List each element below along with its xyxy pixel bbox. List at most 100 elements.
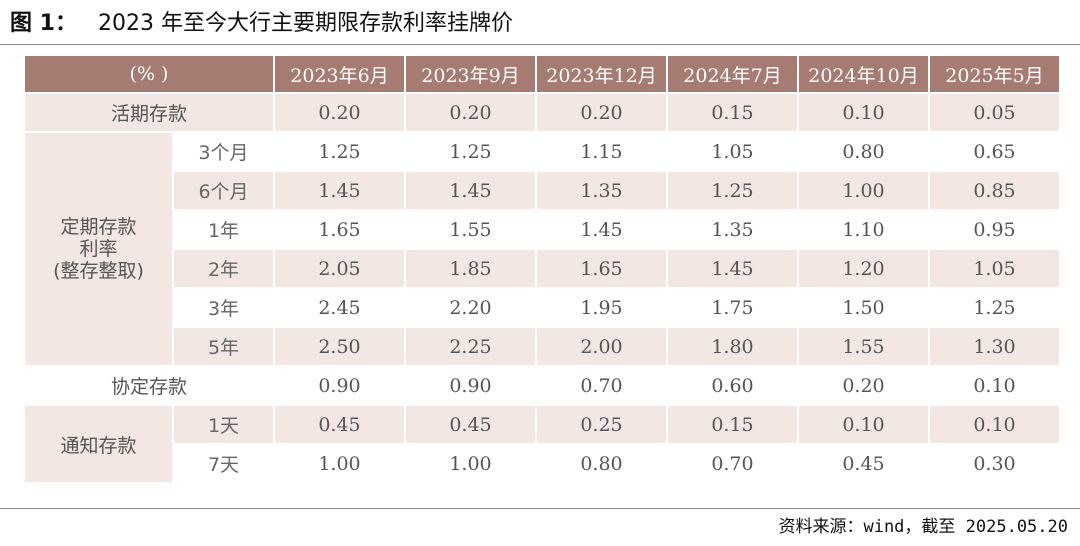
table-row-time-3m: 定期存款 利率 (整存整取) 3个月 1.25 1.25 1.15 1.05 0… <box>25 133 1059 365</box>
figure-number: 图 1： <box>10 11 77 36</box>
rate-cell: 1.85 <box>406 250 535 287</box>
rate-cell: 1.00 <box>799 172 928 209</box>
rate-cell: 1.25 <box>668 172 797 209</box>
unit-header: (% ) <box>25 56 273 92</box>
table-row-demand: 活期存款 0.20 0.20 0.20 0.15 0.10 0.05 <box>25 94 1059 131</box>
top-rule <box>0 44 1080 45</box>
source-note: 资料来源：wind，截至 2025.05.20 <box>778 517 1068 537</box>
rate-cell: 0.20 <box>842 374 885 397</box>
rate-cell: 1.45 <box>580 218 623 241</box>
table-row-time-6m: 6个月 1.45 1.45 1.35 1.25 1.00 0.85 <box>25 172 1059 209</box>
rate-cell: 0.15 <box>668 406 797 443</box>
bottom-rule <box>0 508 1080 509</box>
group-label-line: 利率 <box>79 238 118 260</box>
rate-cell: 1.30 <box>930 328 1059 365</box>
rate-cell: 0.25 <box>537 406 666 443</box>
rate-cell: 0.65 <box>973 140 1016 163</box>
rate-cell: 0.15 <box>668 94 797 131</box>
rate-cell: 0.45 <box>842 452 885 475</box>
term-label: 7天 <box>207 454 240 476</box>
rate-cell: 1.65 <box>318 218 361 241</box>
column-header: 2023年9月 <box>406 56 535 92</box>
rate-cell: 1.50 <box>842 296 885 319</box>
term-label: 1年 <box>207 220 240 242</box>
rate-cell: 1.25 <box>973 296 1016 319</box>
table-row-notice-7d: 7天 1.00 1.00 0.80 0.70 0.45 0.30 <box>25 445 1059 482</box>
rate-cell: 0.30 <box>973 452 1016 475</box>
column-header: 2023年12月 <box>537 56 666 92</box>
rate-cell: 1.10 <box>842 218 885 241</box>
rate-cell: 2.05 <box>275 250 404 287</box>
rate-cell: 2.45 <box>318 296 361 319</box>
rate-cell: 0.10 <box>930 406 1059 443</box>
term-label: 6个月 <box>174 172 273 209</box>
rate-cell: 1.00 <box>318 452 361 475</box>
rate-cell: 1.45 <box>275 172 404 209</box>
rate-cell: 0.20 <box>275 94 404 131</box>
group-label-line: 定期存款 <box>60 216 137 238</box>
rate-cell: 1.75 <box>711 296 754 319</box>
rate-cell: 1.25 <box>449 140 492 163</box>
rate-cell: 1.25 <box>318 140 361 163</box>
rate-cell: 1.45 <box>406 172 535 209</box>
rate-cell: 1.00 <box>449 452 492 475</box>
header-row: (% ) 2023年6月 2023年9月 2023年12月 2024年7月 20… <box>25 56 1059 92</box>
rate-cell: 0.10 <box>799 94 928 131</box>
rate-cell: 0.45 <box>406 406 535 443</box>
table-row-time-2y: 2年 2.05 1.85 1.65 1.45 1.20 1.05 <box>25 250 1059 287</box>
deposit-rate-table: (% ) 2023年6月 2023年9月 2023年12月 2024年7月 20… <box>23 54 1061 484</box>
rate-cell: 0.95 <box>973 218 1016 241</box>
rate-cell: 1.35 <box>537 172 666 209</box>
term-label: 1天 <box>174 406 273 443</box>
column-header: 2023年6月 <box>275 56 404 92</box>
group-label-notice: 通知存款 <box>25 406 172 482</box>
rate-cell: 0.60 <box>711 374 754 397</box>
rate-cell: 1.35 <box>711 218 754 241</box>
rate-cell: 2.50 <box>275 328 404 365</box>
rate-cell: 1.05 <box>930 250 1059 287</box>
rate-cell: 0.45 <box>275 406 404 443</box>
row-label-demand: 活期存款 <box>25 94 273 131</box>
rate-cell: 0.90 <box>318 374 361 397</box>
figure-title: 图 1： 2023 年至今大行主要期限存款利率挂牌价 <box>10 6 513 42</box>
group-label-time-deposit: 定期存款 利率 (整存整取) <box>25 133 172 365</box>
rate-cell: 2.00 <box>537 328 666 365</box>
rate-cell: 1.45 <box>668 250 797 287</box>
rate-cell: 0.20 <box>406 94 535 131</box>
rate-cell: 1.15 <box>580 140 623 163</box>
rate-cell: 0.10 <box>799 406 928 443</box>
term-label: 2年 <box>174 250 273 287</box>
rate-cell: 0.05 <box>930 94 1059 131</box>
column-header: 2024年10月 <box>799 56 928 92</box>
term-label: 5年 <box>174 328 273 365</box>
rate-cell: 0.70 <box>711 452 754 475</box>
rate-cell: 1.80 <box>668 328 797 365</box>
rate-cell: 0.80 <box>580 452 623 475</box>
column-header: 2025年5月 <box>930 56 1059 92</box>
figure-title-text: 2023 年至今大行主要期限存款利率挂牌价 <box>97 11 513 36</box>
table-row-agreement: 协定存款 0.90 0.90 0.70 0.60 0.20 0.10 <box>25 367 1059 404</box>
table-row-time-1y: 1年 1.65 1.55 1.45 1.35 1.10 0.95 <box>25 211 1059 248</box>
rate-cell: 0.20 <box>537 94 666 131</box>
rate-cell: 1.05 <box>711 140 754 163</box>
rate-cell: 2.20 <box>449 296 492 319</box>
rate-cell: 0.90 <box>449 374 492 397</box>
rate-cell: 0.80 <box>842 140 885 163</box>
group-label-line: (整存整取) <box>53 260 144 282</box>
column-header: 2024年7月 <box>668 56 797 92</box>
rate-cell: 2.25 <box>406 328 535 365</box>
term-label: 3年 <box>207 298 240 320</box>
table-row-time-3y: 3年 2.45 2.20 1.95 1.75 1.50 1.25 <box>25 289 1059 326</box>
rate-cell: 1.95 <box>580 296 623 319</box>
rate-cell: 0.10 <box>973 374 1016 397</box>
rate-cell: 1.55 <box>799 328 928 365</box>
rate-cell: 1.20 <box>799 250 928 287</box>
table-row-time-5y: 5年 2.50 2.25 2.00 1.80 1.55 1.30 <box>25 328 1059 365</box>
term-label: 3个月 <box>198 142 249 164</box>
table-row-notice-1d: 通知存款 1天 0.45 0.45 0.25 0.15 0.10 0.10 <box>25 406 1059 482</box>
rate-cell: 1.55 <box>449 218 492 241</box>
rate-cell: 1.65 <box>537 250 666 287</box>
rate-cell: 0.85 <box>930 172 1059 209</box>
rate-cell: 0.70 <box>580 374 623 397</box>
row-label-agreement: 协定存款 <box>110 376 187 398</box>
